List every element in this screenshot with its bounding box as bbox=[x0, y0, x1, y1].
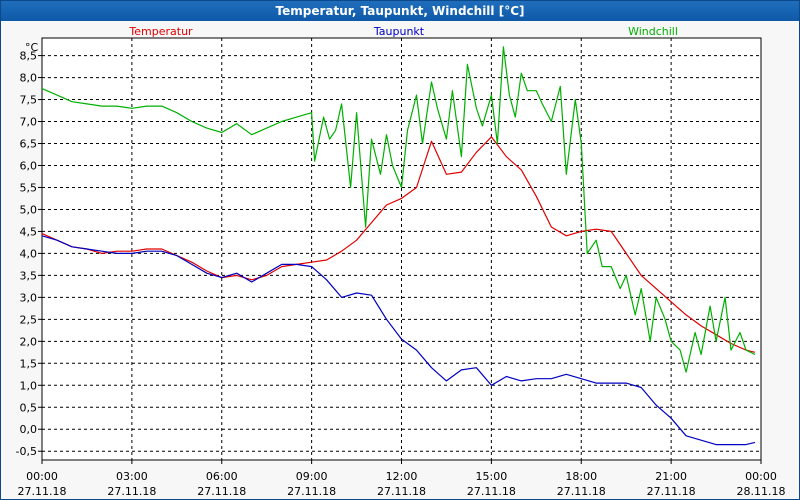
y-tick-label: 7,5 bbox=[20, 94, 38, 107]
y-tick-label: 0,0 bbox=[20, 423, 38, 436]
y-tick-label: 2,5 bbox=[20, 313, 38, 326]
y-tick-label: 7,0 bbox=[20, 116, 38, 129]
x-tick-time-label: 09:00 bbox=[296, 470, 328, 483]
x-tick-date-label: 28.11.18 bbox=[737, 485, 786, 498]
x-tick-date-label: 27.11.18 bbox=[18, 485, 67, 498]
y-tick-label: -0,5 bbox=[16, 445, 37, 458]
y-tick-label: 4,5 bbox=[20, 225, 38, 238]
legend-taupunkt: Taupunkt bbox=[373, 25, 425, 38]
x-tick-time-label: 12:00 bbox=[386, 470, 418, 483]
legend-temperatur: Temperatur bbox=[128, 25, 193, 38]
series-line-windchill bbox=[41, 46, 756, 373]
x-tick-date-label: 27.11.18 bbox=[467, 485, 516, 498]
window-title: Temperatur, Taupunkt, Windchill [°C] bbox=[1, 1, 799, 21]
x-tick-time-label: 00:00 bbox=[745, 470, 777, 483]
x-tick-time-label: 18:00 bbox=[565, 470, 597, 483]
x-tick-date-label: 27.11.18 bbox=[647, 485, 696, 498]
x-tick-date-label: 27.11.18 bbox=[377, 485, 426, 498]
y-tick-label: 5,0 bbox=[20, 203, 38, 216]
y-tick-label: 3,5 bbox=[20, 269, 38, 282]
y-tick-label: 0,5 bbox=[20, 401, 38, 414]
y-tick-label: 5,5 bbox=[20, 181, 38, 194]
y-tick-label: 1,5 bbox=[20, 357, 38, 370]
x-tick-time-label: 06:00 bbox=[206, 470, 238, 483]
y-tick-label: 3,0 bbox=[20, 291, 38, 304]
y-tick-label: 2,0 bbox=[20, 335, 38, 348]
x-tick-date-label: 27.11.18 bbox=[107, 485, 156, 498]
series-line-taupunkt bbox=[41, 235, 756, 446]
y-tick-label: 6,0 bbox=[20, 159, 38, 172]
x-tick-time-label: 15:00 bbox=[476, 470, 508, 483]
chart-area: -0,5 0,0 0,5 1,0 1,5 2,0 2,5 3,0 3,5 4,0 4,5 5,0 5,5… bbox=[16, 25, 786, 498]
x-tick-date-label: 27.11.18 bbox=[197, 485, 246, 498]
legend-windchill: Windchill bbox=[628, 25, 678, 38]
y-tick-label: 8,0 bbox=[20, 72, 38, 85]
y-tick-label: 1,0 bbox=[20, 379, 38, 392]
x-tick-date-label: 27.11.18 bbox=[557, 485, 606, 498]
y-axis-label: °C bbox=[25, 41, 39, 54]
x-tick-time-label: 03:00 bbox=[116, 470, 148, 483]
x-tick-date-label: 27.11.18 bbox=[287, 485, 336, 498]
y-tick-label: 8,5 bbox=[20, 50, 38, 63]
series-line-temperatur bbox=[41, 136, 756, 353]
x-tick-time-label: 00:00 bbox=[26, 470, 58, 483]
y-tick-label: 6,5 bbox=[20, 138, 38, 151]
x-tick-time-label: 21:00 bbox=[655, 470, 687, 483]
y-tick-label: 4,0 bbox=[20, 247, 38, 260]
